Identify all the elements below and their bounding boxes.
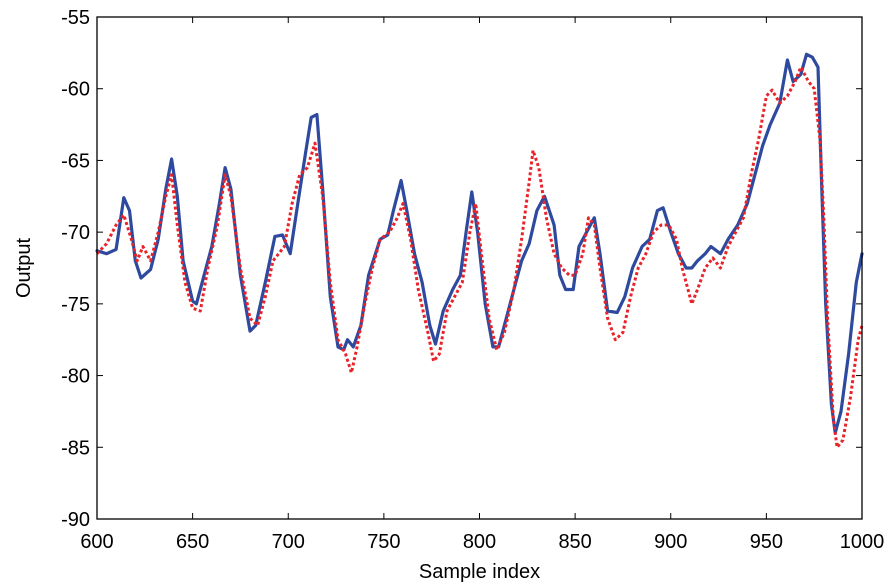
x-tick-label: 850 xyxy=(558,531,591,553)
x-tick-label: 950 xyxy=(750,531,783,553)
y-tick-label: -70 xyxy=(61,222,90,244)
x-tick-label: 800 xyxy=(463,531,496,553)
x-tick-label: 700 xyxy=(272,531,305,553)
y-tick-label: -60 xyxy=(61,79,90,101)
y-tick-label: -85 xyxy=(61,437,90,459)
x-axis-label: Sample index xyxy=(419,561,540,583)
x-axis: 600 650 700 750 800 850 900 950 1000 xyxy=(80,17,884,553)
series-line-1 xyxy=(95,52,864,435)
x-tick-label: 600 xyxy=(80,531,113,553)
x-tick-label: 750 xyxy=(367,531,400,553)
x-tick-label: 1000 xyxy=(840,531,885,553)
x-tick-label: 650 xyxy=(176,531,209,553)
y-tick-label: -90 xyxy=(61,509,90,531)
y-tick-label: -65 xyxy=(61,150,90,172)
plot-series xyxy=(95,52,864,449)
y-axis-label: Output xyxy=(13,238,35,298)
y-tick-label: -55 xyxy=(61,7,90,29)
y-tick-label: -75 xyxy=(61,294,90,316)
y-tick-label: -80 xyxy=(61,366,90,388)
y-axis: -55 -60 -65 -70 -75 -80 -85 -90 xyxy=(61,7,862,531)
series-line-2 xyxy=(95,65,864,449)
x-tick-label: 900 xyxy=(654,531,687,553)
